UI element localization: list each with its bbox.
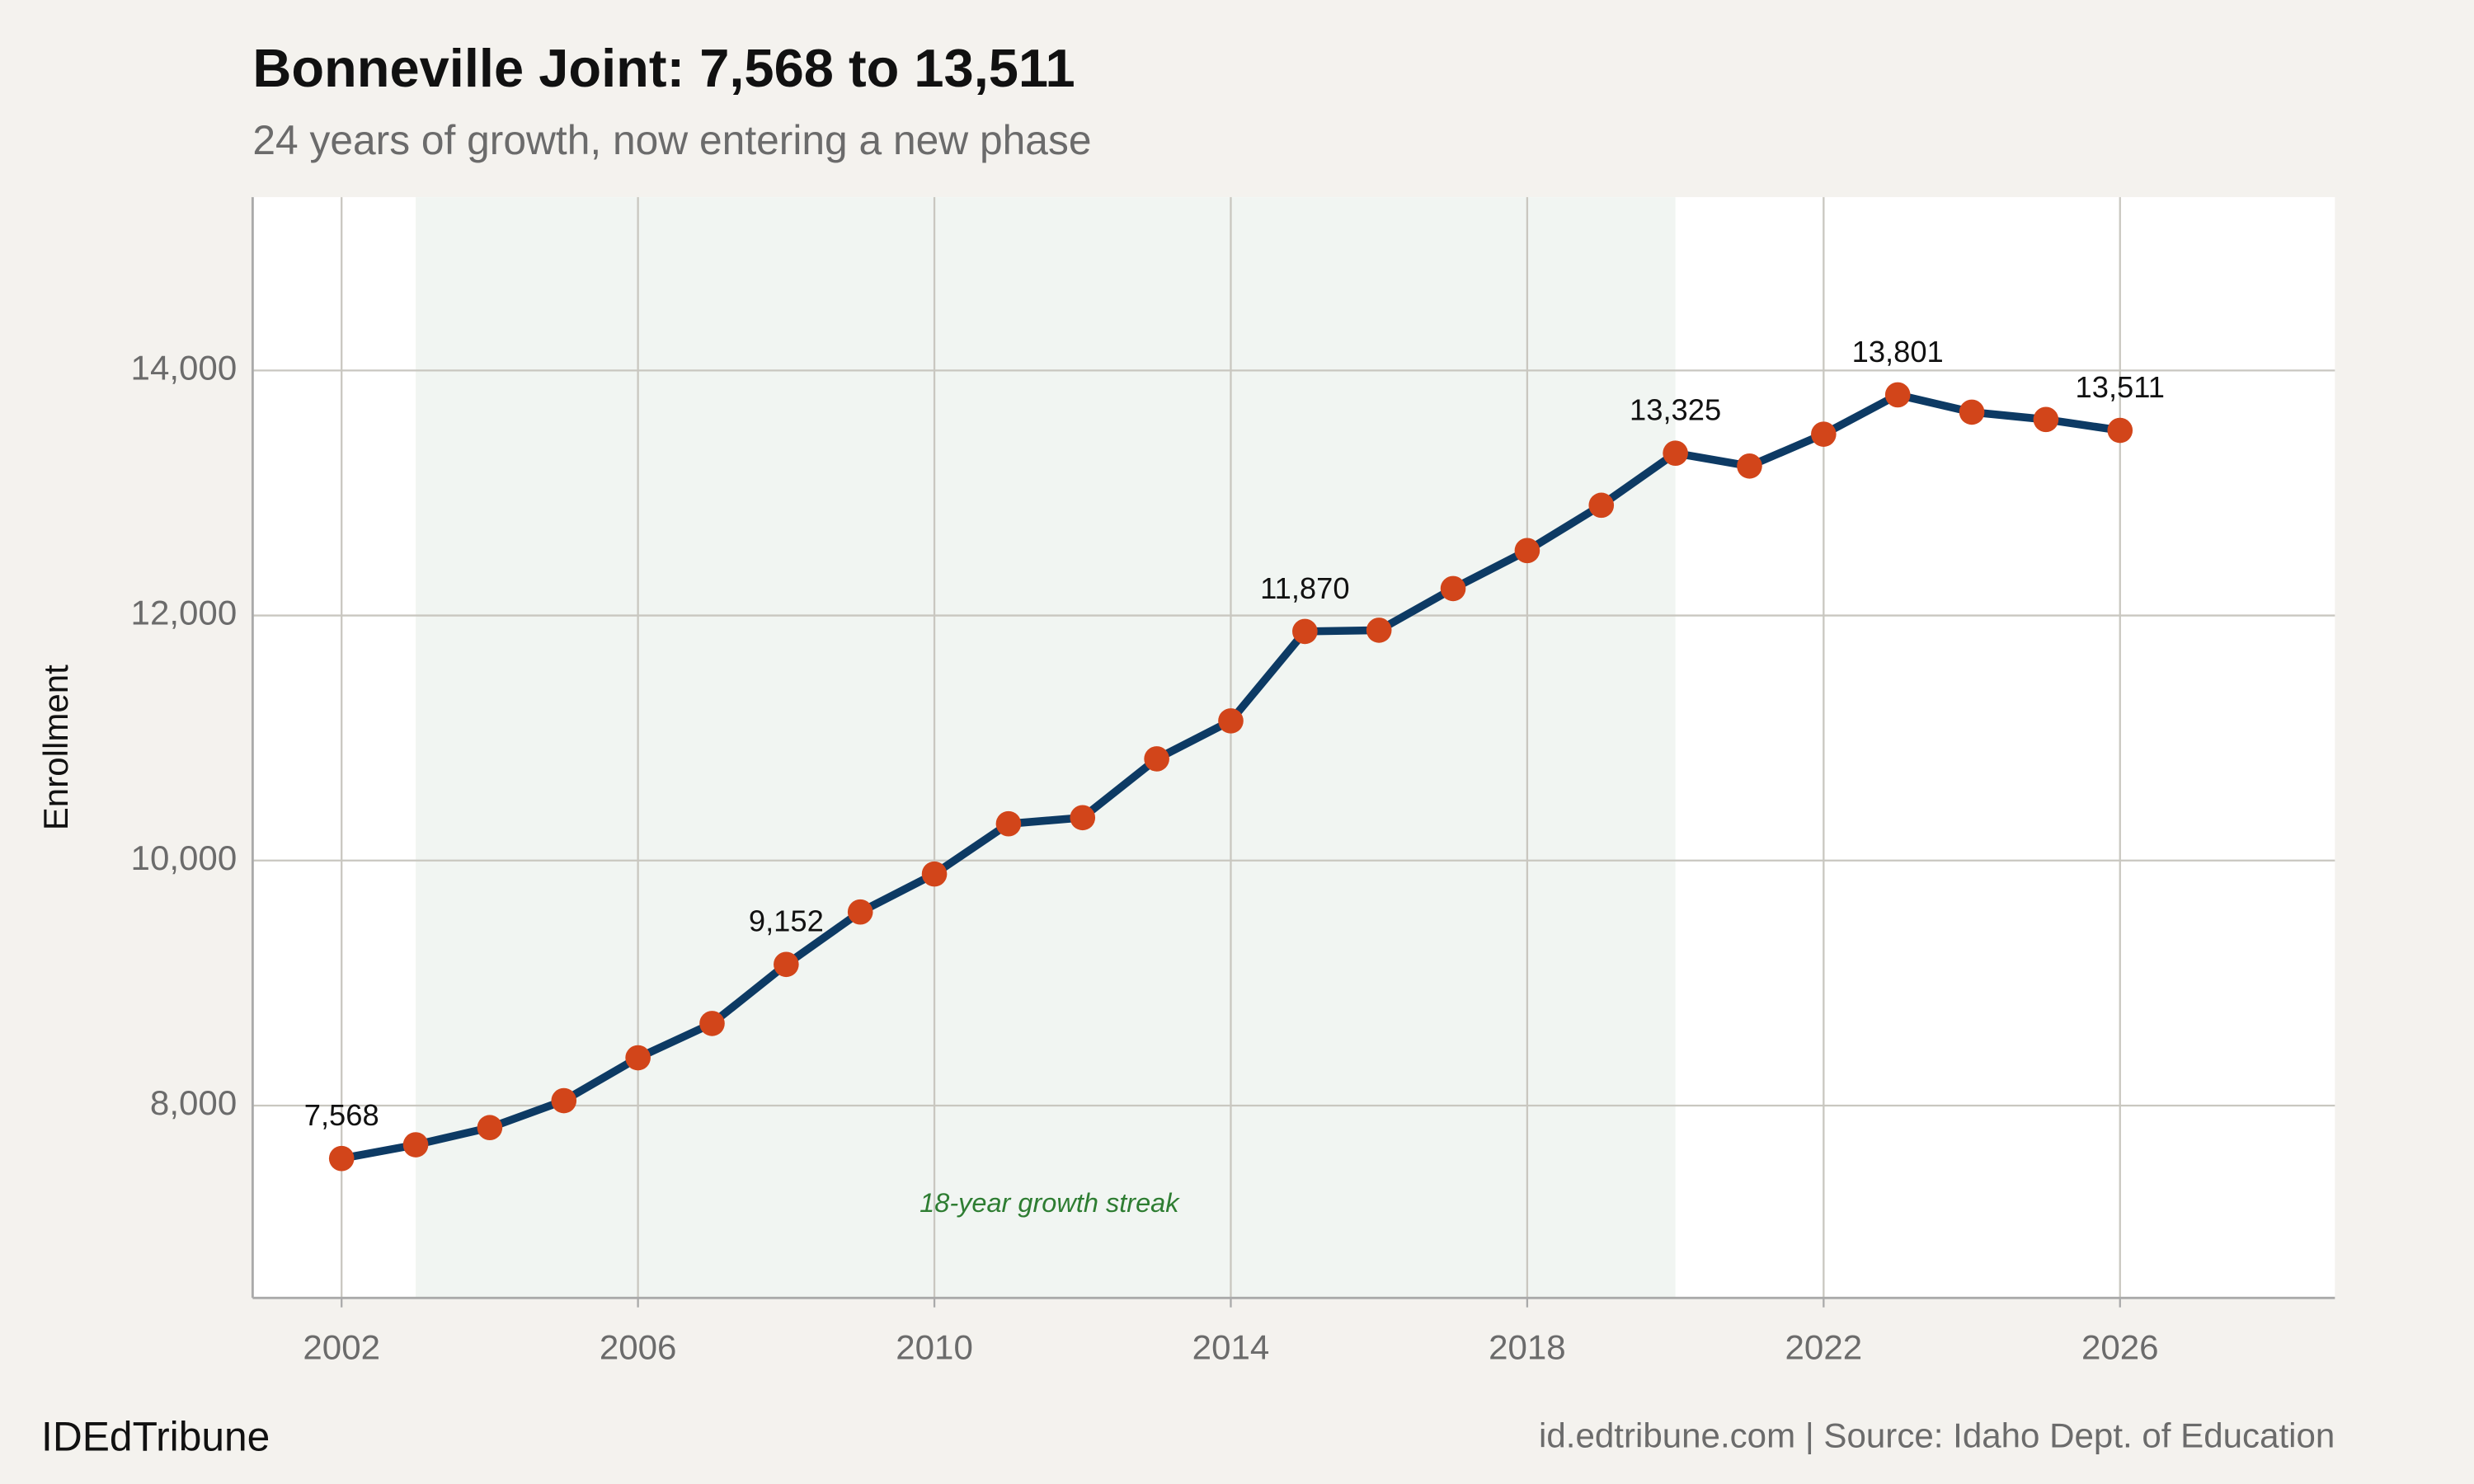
x-tick-label: 2014 [1192, 1328, 1270, 1367]
point [2107, 417, 2133, 444]
plot-area: 8,000 10,000 12,000 14,000 2002 2006 2010 2014 2… [131, 197, 2335, 1367]
highlight-band [416, 197, 1676, 1298]
point [625, 1045, 651, 1071]
point [699, 1011, 725, 1036]
point [1440, 575, 1466, 602]
data-label: 7,568 [304, 1098, 379, 1132]
point [1884, 382, 1911, 408]
point [1663, 440, 1688, 466]
data-label: 13,325 [1630, 393, 1721, 427]
chart-subtitle: 24 years of growth, now entering a new p… [252, 117, 1091, 163]
point [1366, 618, 1392, 643]
point [1514, 538, 1540, 564]
point [2033, 406, 2059, 433]
point [328, 1145, 355, 1172]
data-label: 13,801 [1852, 335, 1944, 369]
x-tick-label: 2010 [896, 1328, 973, 1367]
y-tick-label: 10,000 [131, 838, 238, 877]
point [402, 1132, 429, 1158]
source: id.edtribune.com | Source: Idaho Dept. o… [1539, 1416, 2335, 1455]
point [995, 810, 1022, 837]
x-tick-label: 2002 [303, 1328, 380, 1367]
point [774, 951, 799, 978]
data-label: 9,152 [749, 904, 824, 938]
highlight-label: 18-year growth streak [920, 1188, 1180, 1218]
point [1292, 618, 1318, 645]
x-tick-label: 2022 [1785, 1328, 1863, 1367]
chart-title: Bonneville Joint: 7,568 to 13,511 [252, 38, 1075, 98]
point [1070, 805, 1096, 831]
brand: IDEdTribune [41, 1414, 270, 1460]
point [847, 899, 873, 925]
y-tick-label: 14,000 [131, 348, 238, 387]
point [1588, 492, 1615, 519]
point [921, 861, 948, 887]
point [551, 1087, 577, 1114]
y-tick-label: 12,000 [131, 594, 238, 632]
y-tick-label: 8,000 [150, 1083, 237, 1122]
y-axis-label: Enrollment [36, 665, 75, 830]
point [477, 1115, 503, 1141]
data-label: 13,511 [2076, 370, 2165, 404]
point [1959, 399, 1985, 425]
x-tick-label: 2006 [600, 1328, 677, 1367]
x-tick-label: 2018 [1489, 1328, 1566, 1367]
point [1737, 453, 1762, 479]
x-tick-label: 2026 [2081, 1328, 2159, 1367]
data-label: 11,870 [1260, 571, 1349, 605]
point [1144, 746, 1169, 772]
point [1811, 421, 1837, 447]
point [1218, 708, 1244, 734]
